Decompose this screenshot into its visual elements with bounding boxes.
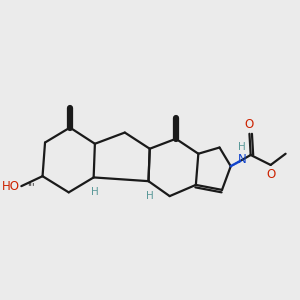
- Text: N: N: [238, 154, 246, 166]
- Text: HO: HO: [2, 180, 20, 193]
- Text: H: H: [238, 142, 246, 152]
- Text: H: H: [91, 187, 99, 197]
- Text: O: O: [245, 118, 254, 131]
- Text: O: O: [266, 168, 275, 181]
- Text: ''': ''': [28, 182, 35, 192]
- Text: H: H: [146, 190, 154, 201]
